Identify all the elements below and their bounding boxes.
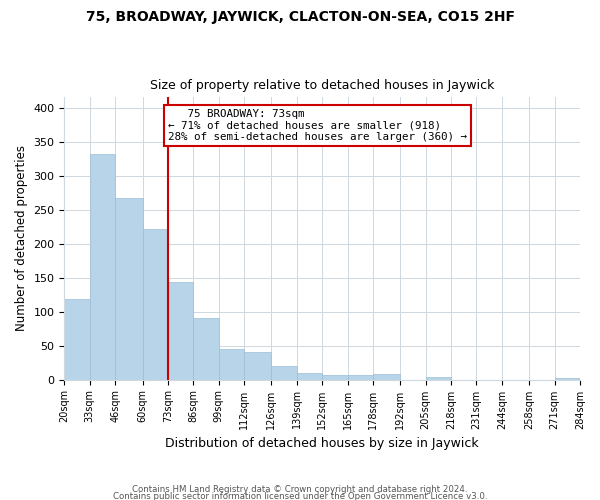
Bar	[168, 282, 193, 380]
Bar	[554, 378, 580, 380]
Bar	[115, 198, 143, 380]
Text: 75, BROADWAY, JAYWICK, CLACTON-ON-SEA, CO15 2HF: 75, BROADWAY, JAYWICK, CLACTON-ON-SEA, C…	[86, 10, 515, 24]
Bar	[297, 373, 322, 380]
Bar	[373, 374, 400, 380]
Text: Contains HM Land Registry data © Crown copyright and database right 2024.: Contains HM Land Registry data © Crown c…	[132, 484, 468, 494]
Bar	[426, 377, 451, 380]
Bar	[322, 375, 347, 380]
Title: Size of property relative to detached houses in Jaywick: Size of property relative to detached ho…	[150, 79, 494, 92]
Text: Contains public sector information licensed under the Open Government Licence v3: Contains public sector information licen…	[113, 492, 487, 500]
Bar	[90, 154, 115, 380]
Bar	[143, 228, 168, 380]
Text: 75 BROADWAY: 73sqm
← 71% of detached houses are smaller (918)
28% of semi-detach: 75 BROADWAY: 73sqm ← 71% of detached hou…	[168, 109, 467, 142]
Bar	[244, 352, 271, 380]
Bar	[271, 366, 297, 380]
Bar	[193, 318, 218, 380]
Bar	[347, 376, 373, 380]
Bar	[218, 349, 244, 380]
Y-axis label: Number of detached properties: Number of detached properties	[15, 146, 28, 332]
X-axis label: Distribution of detached houses by size in Jaywick: Distribution of detached houses by size …	[166, 437, 479, 450]
Bar	[64, 300, 90, 380]
